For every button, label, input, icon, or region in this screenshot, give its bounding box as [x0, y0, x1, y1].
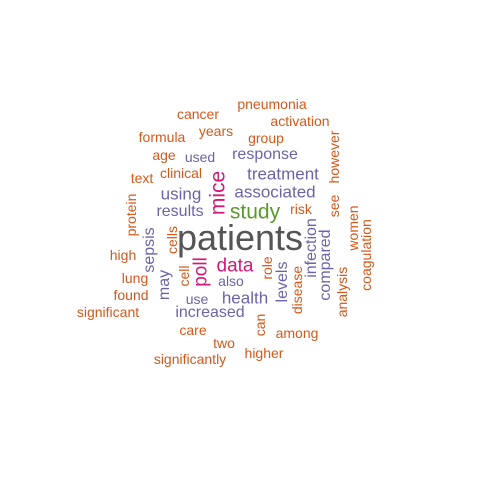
word-may: may [156, 269, 173, 301]
word-used: used [184, 149, 216, 165]
word-lung: lung [121, 270, 149, 286]
word-poll: poll [190, 257, 212, 287]
word-formula: formula [138, 129, 186, 145]
word-activation: activation [270, 113, 330, 129]
word-cells: cells [164, 225, 180, 255]
word-increased: increased [175, 304, 245, 321]
word-response: response [232, 146, 298, 163]
word-however: however [326, 130, 342, 184]
word-mice: mice [206, 170, 230, 216]
word-age: age [152, 147, 176, 163]
word-study: study [229, 200, 281, 224]
word-also: also [218, 273, 244, 289]
word-can: can [252, 313, 268, 337]
word-among: among [275, 325, 319, 341]
word-clinical: clinical [159, 165, 203, 181]
word-years: years [198, 123, 234, 139]
word-cancer: cancer [176, 106, 220, 122]
word-using: using [160, 184, 202, 204]
word-significantly: significantly [153, 351, 227, 367]
word-data: data [216, 255, 254, 277]
word-two: two [213, 335, 235, 351]
word-cell: cell [176, 265, 192, 287]
word-significant: significant [76, 304, 140, 320]
word-risk: risk [290, 201, 312, 217]
word-care: care [179, 322, 207, 338]
word-high: high [109, 247, 137, 263]
word-sepsis: sepsis [141, 227, 158, 273]
word-see: see [326, 194, 342, 218]
word-coagulation: coagulation [358, 219, 374, 291]
word-text: text [130, 170, 154, 186]
word-treatment: treatment [247, 164, 319, 184]
word-protein: protein [123, 193, 139, 237]
word-patients: patients [176, 217, 304, 258]
word-compared: compared [317, 229, 334, 301]
word-results: results [156, 203, 204, 220]
word-analysis: analysis [334, 266, 350, 318]
word-role: role [259, 256, 275, 280]
word-found: found [113, 287, 149, 303]
word-health: health [221, 288, 269, 308]
word-higher: higher [244, 345, 284, 361]
word-disease: disease [289, 265, 305, 315]
word-group: group [248, 130, 284, 146]
word-associated: associated [234, 182, 316, 202]
word-pneumonia: pneumonia [237, 96, 307, 112]
word-use: use [185, 291, 209, 307]
